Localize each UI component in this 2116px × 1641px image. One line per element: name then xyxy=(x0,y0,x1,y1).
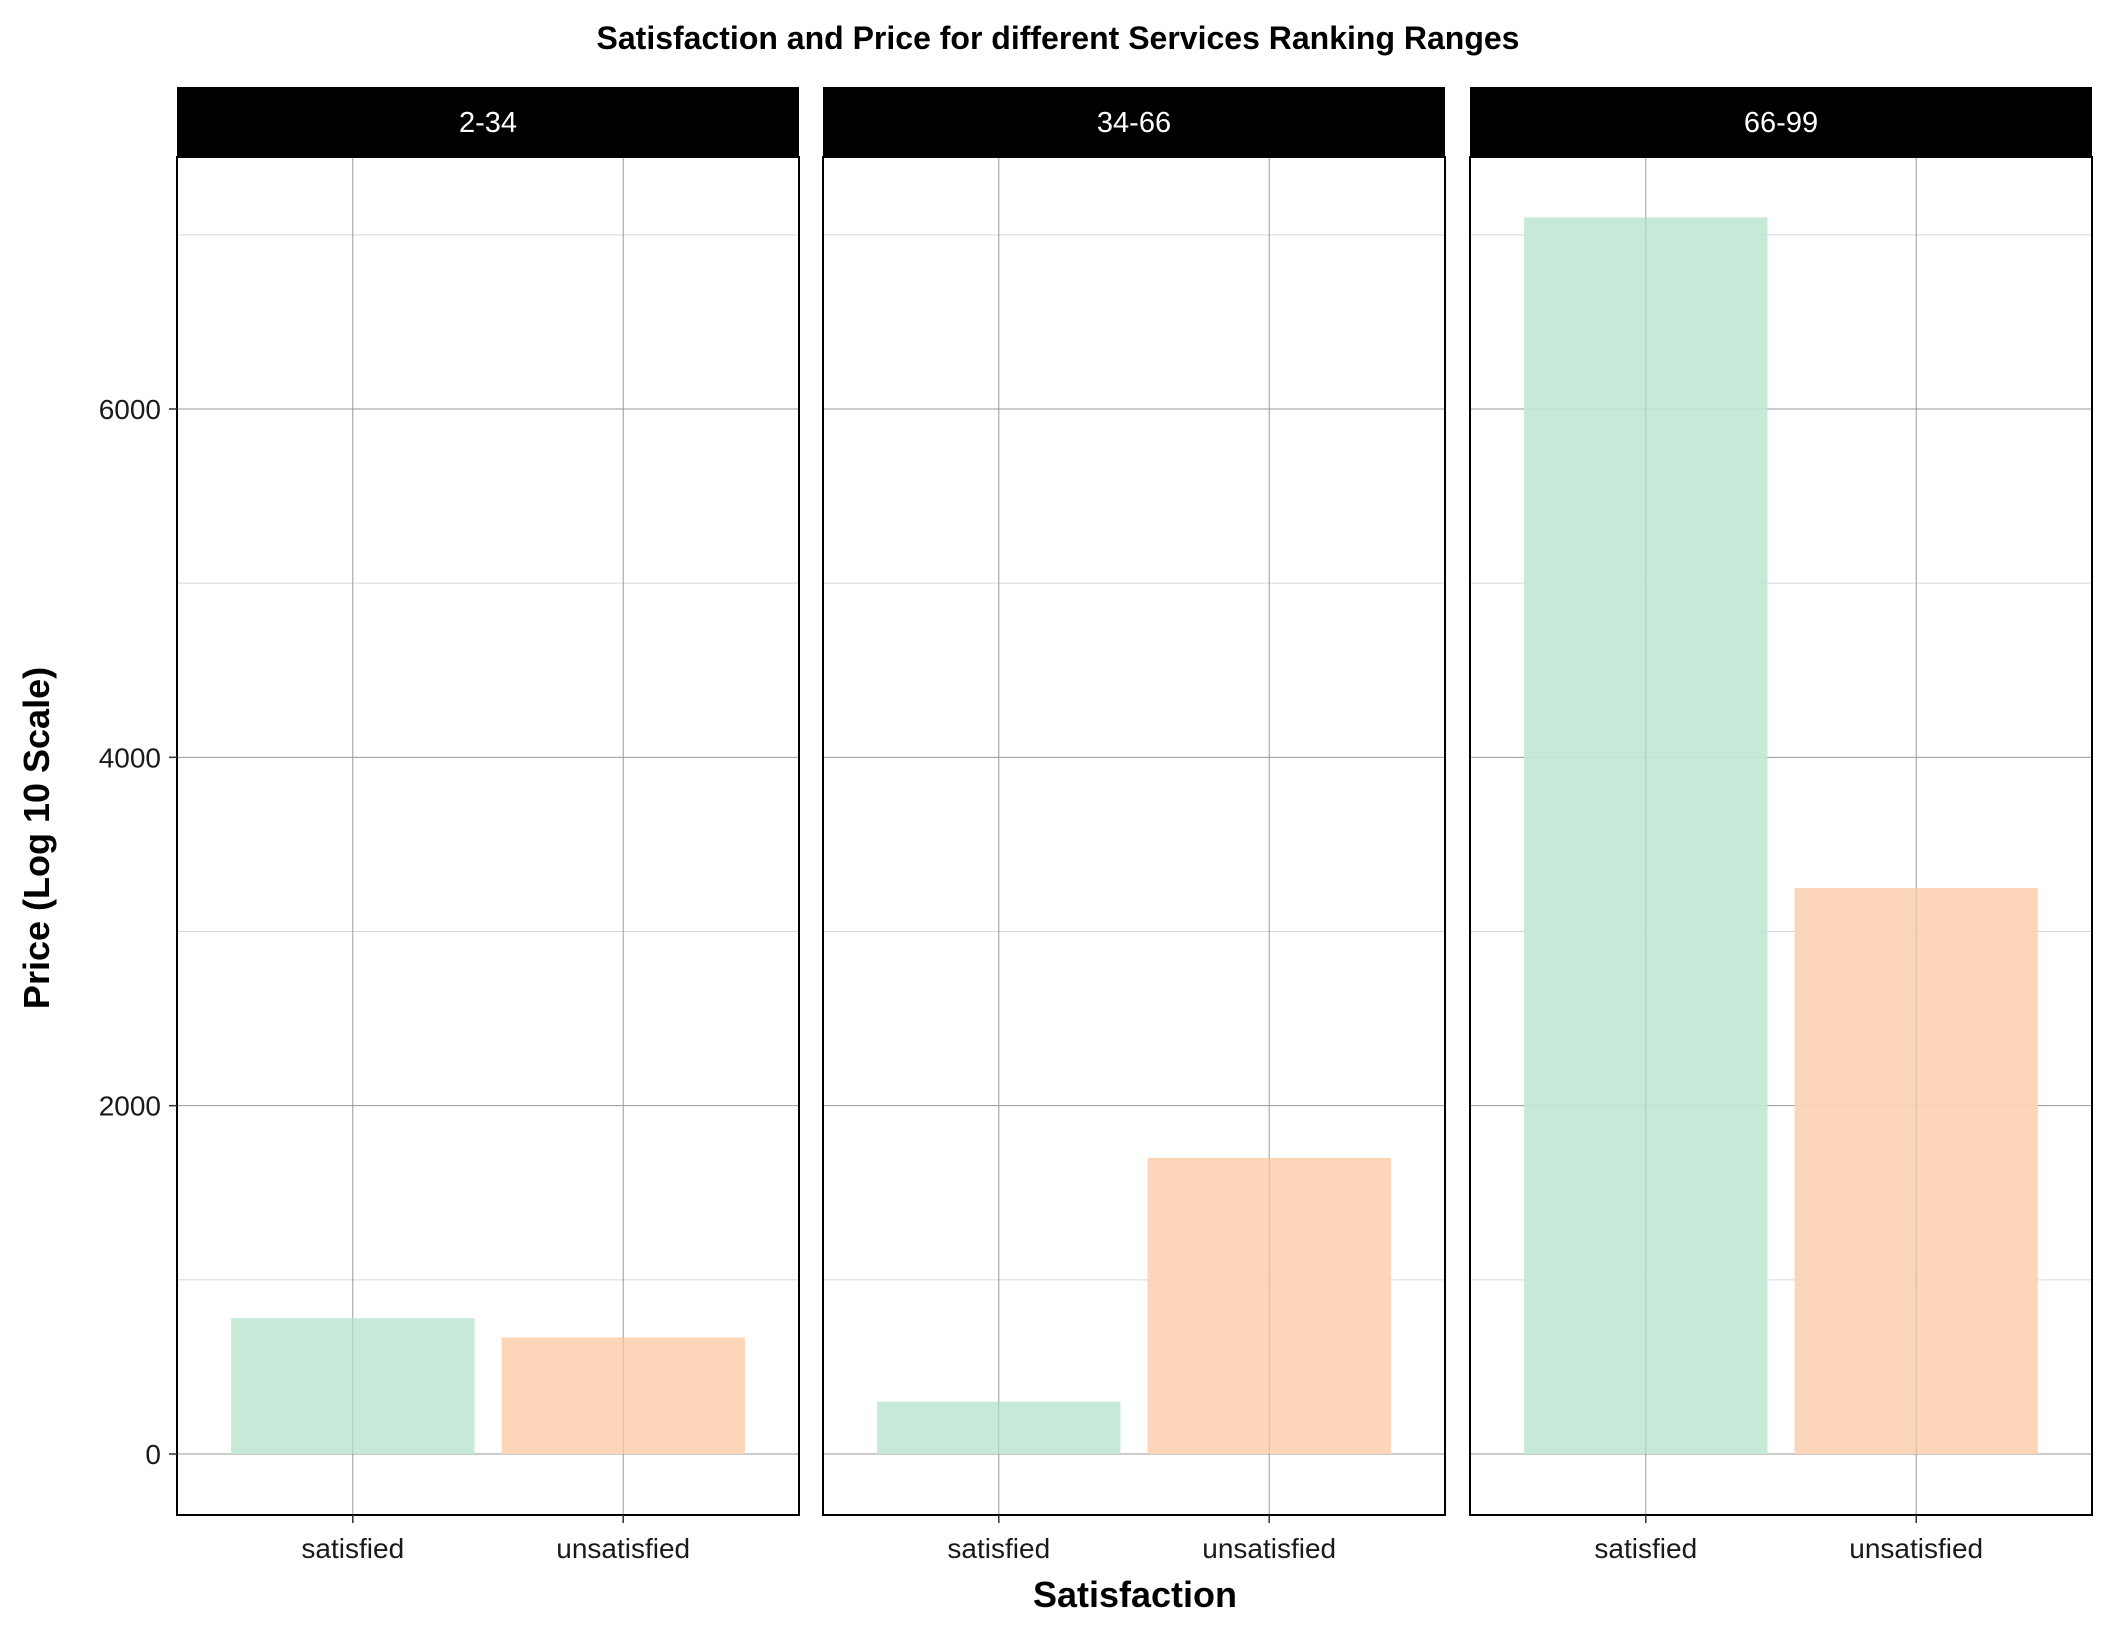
facet-strip-label: 34-66 xyxy=(1097,107,1171,139)
panel-border xyxy=(176,156,800,1516)
y-axis: 0 2000 4000 6000 xyxy=(99,394,177,1470)
bar-unsatisfied xyxy=(501,1337,745,1454)
x-tick-label: unsatisfied xyxy=(1202,1533,1336,1564)
y-tick-label: 0 xyxy=(145,1439,161,1470)
facet-panel: 34-66 xyxy=(822,87,1446,1516)
bar-satisfied xyxy=(231,1318,475,1454)
x-axis: satisfied unsatisfied satisfied unsatisfied… xyxy=(301,1515,1983,1564)
bar-unsatisfied xyxy=(1147,1157,1391,1454)
facet-strip xyxy=(1470,87,2092,157)
facet-panels: 2-34 34-66 66-99 xyxy=(176,87,2093,1516)
x-tick-label: unsatisfied xyxy=(1849,1533,1983,1564)
y-axis-title: Price (Log 10 Scale) xyxy=(16,667,57,1009)
facet-strip xyxy=(823,87,1445,157)
facet-panel: 2-34 xyxy=(176,87,800,1516)
y-tick-label: 4000 xyxy=(99,742,161,773)
x-tick-label: satisfied xyxy=(947,1533,1050,1564)
bar-satisfied xyxy=(877,1401,1121,1454)
x-tick-label: satisfied xyxy=(1594,1533,1697,1564)
bar-unsatisfied xyxy=(1794,887,2038,1454)
panel-border xyxy=(1469,156,2093,1516)
facet-strip xyxy=(177,87,799,157)
x-tick-label: unsatisfied xyxy=(556,1533,690,1564)
chart-title: Satisfaction and Price for different Ser… xyxy=(597,20,1520,56)
bar-satisfied xyxy=(1524,217,1768,1455)
facet-panel: 66-99 xyxy=(1469,87,2093,1516)
x-axis-title: Satisfaction xyxy=(1033,1574,1237,1615)
x-tick-label: satisfied xyxy=(301,1533,404,1564)
y-tick-label: 2000 xyxy=(99,1091,161,1122)
panel-border xyxy=(822,156,1446,1516)
y-tick-label: 6000 xyxy=(99,394,161,425)
facet-strip-label: 2-34 xyxy=(459,107,517,139)
facet-strip-label: 66-99 xyxy=(1744,107,1818,139)
